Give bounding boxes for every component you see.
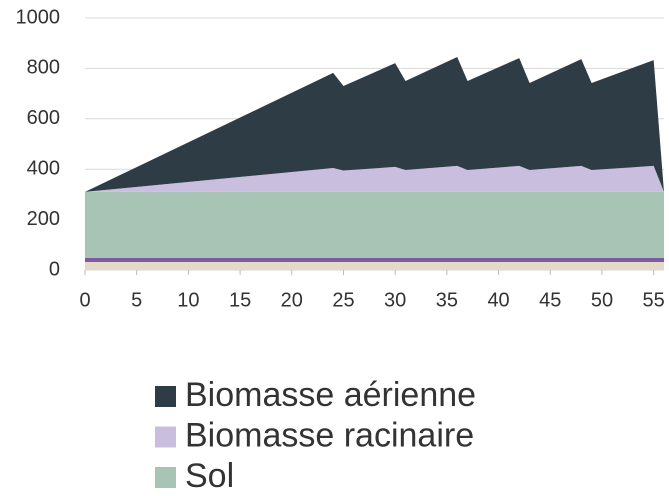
x-tick-label: 10	[177, 289, 199, 311]
x-tick-label: 55	[643, 289, 665, 311]
areas	[85, 57, 664, 270]
legend-label: Sol	[185, 457, 234, 495]
x-tick-label: 40	[487, 289, 509, 311]
legend-label: Biomasse aérienne	[185, 376, 476, 414]
area	[85, 191, 664, 270]
x-tick-label: 0	[79, 289, 90, 311]
y-tick-label: 0	[49, 258, 60, 280]
legend-swatch	[155, 426, 176, 448]
legend-swatch	[155, 467, 176, 488]
x-tick-label: 20	[281, 289, 303, 311]
area	[85, 165, 664, 192]
x-tick-label: 50	[591, 289, 613, 311]
ground-line	[85, 258, 664, 262]
area	[85, 57, 664, 192]
ground-band	[85, 262, 664, 270]
y-tick-label: 600	[27, 107, 60, 129]
legend-label: Biomasse racinaire	[185, 416, 474, 454]
x-tick-label: 30	[384, 289, 406, 311]
legend-swatch	[155, 386, 176, 407]
x-tick-label: 15	[229, 289, 251, 311]
labels: 0 200 400 600 800 1000 0 5 10 15 20 25 30 35 40 45 50 55	[16, 6, 665, 311]
y-tick-label: 200	[27, 208, 60, 230]
y-tick-label: 800	[27, 57, 60, 79]
y-tick-label: 1000	[16, 6, 61, 28]
x-tick-label: 25	[332, 289, 354, 311]
y-tick-label: 400	[27, 157, 60, 179]
x-tick-label: 5	[131, 289, 142, 311]
x-tick-label: 35	[436, 289, 458, 311]
x-tick-label: 45	[539, 289, 561, 311]
